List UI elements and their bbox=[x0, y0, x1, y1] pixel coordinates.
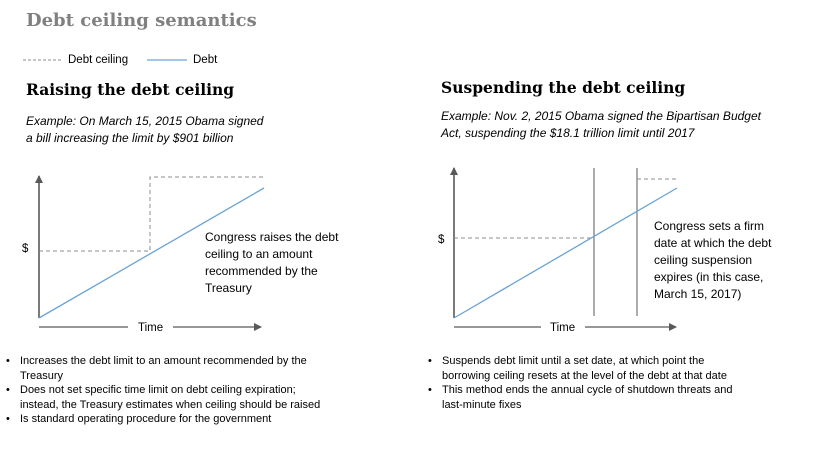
list-item: This method ends the annual cycle of shu… bbox=[428, 383, 732, 412]
left-example: Example: On March 15, 2015 Obama signed … bbox=[26, 113, 263, 147]
right-bullet-list: Suspends debt limit until a set date, at… bbox=[428, 354, 732, 412]
legend-swatches bbox=[23, 59, 187, 61]
left-example-line: Example: On March 15, 2015 Obama signed bbox=[26, 114, 264, 128]
left-debt-ceiling-line bbox=[39, 176, 263, 252]
list-item: Does not set specific time limit on debt… bbox=[6, 383, 320, 412]
bullet-line: last-minute fixes bbox=[442, 398, 522, 411]
right-debt-line bbox=[453, 187, 678, 319]
right-x-label: Time bbox=[550, 322, 575, 334]
bullet-line: Suspends debt limit until a set date, at… bbox=[442, 355, 705, 367]
bullet-line: Treasury bbox=[20, 369, 63, 382]
page-title: Debt ceiling semantics bbox=[26, 10, 257, 31]
left-note-line: Congress raises the debt bbox=[205, 230, 339, 244]
list-item: Is standard operating procedure for the … bbox=[6, 412, 320, 427]
right-example-line: Example: Nov. 2, 2015 Obama signed the B… bbox=[441, 109, 761, 123]
right-note-line: Congress sets a firm bbox=[654, 219, 765, 233]
right-note-line: date at which the debt bbox=[654, 236, 772, 250]
right-example: Example: Nov. 2, 2015 Obama signed the B… bbox=[441, 108, 761, 142]
right-heading: Suspending the debt ceiling bbox=[441, 78, 686, 97]
bullet-line: This method ends the annual cycle of shu… bbox=[442, 384, 733, 396]
right-note-line: ceiling suspension bbox=[654, 253, 753, 267]
list-item: Suspends debt limit until a set date, at… bbox=[428, 354, 732, 383]
right-note-line: expires (in this case, bbox=[654, 270, 764, 284]
bullet-line: instead, the Treasury estimates when cei… bbox=[20, 398, 321, 411]
right-note-line: March 15, 2017) bbox=[654, 287, 742, 301]
left-note-line: ceiling to an amount bbox=[205, 247, 313, 261]
right-note: Congress sets a firm date at which the d… bbox=[654, 218, 771, 303]
legend-label-debt: Debt bbox=[193, 54, 218, 66]
bullet-line: Increases the debt limit to an amount re… bbox=[20, 355, 307, 367]
left-y-label: $ bbox=[22, 243, 29, 255]
left-bullet-list: Increases the debt limit to an amount re… bbox=[6, 354, 320, 427]
right-y-label: $ bbox=[438, 234, 445, 246]
legend-label-debt-ceiling: Debt ceiling bbox=[68, 54, 129, 66]
list-item: Increases the debt limit to an amount re… bbox=[6, 354, 320, 383]
left-x-label: Time bbox=[138, 322, 163, 334]
bullet-line: Does not set specific time limit on debt… bbox=[20, 384, 296, 396]
left-note-line: Treasury bbox=[205, 281, 252, 295]
right-example-line: Act, suspending the $18.1 trillion limit… bbox=[441, 126, 695, 140]
bullet-line: Is standard operating procedure for the … bbox=[20, 413, 272, 425]
left-note-line: recommended by the bbox=[205, 264, 318, 278]
left-note: Congress raises the debt ceiling to an a… bbox=[205, 229, 338, 297]
bullet-line: borrowing ceiling resets at the level of… bbox=[442, 369, 727, 382]
left-example-line: a bill increasing the limit by $901 bill… bbox=[26, 131, 234, 145]
left-debt-line bbox=[38, 187, 265, 319]
left-heading: Raising the debt ceiling bbox=[26, 80, 235, 99]
